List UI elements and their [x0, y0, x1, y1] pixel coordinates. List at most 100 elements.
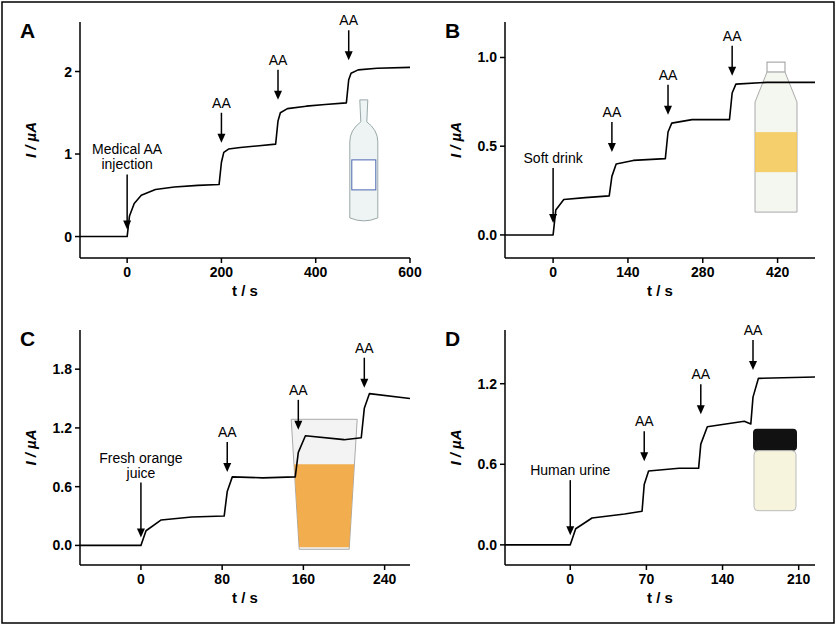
y-tick-label: 0.0: [53, 537, 73, 553]
annotation-arrowhead: [697, 405, 705, 414]
annotation-line: AA: [212, 95, 231, 111]
panel: 0801602400.00.61.21.8t / sI / µACFresh o…: [20, 327, 410, 606]
current-trace: [505, 82, 815, 235]
x-tick-label: 140: [616, 264, 640, 280]
annotation-arrow: [277, 70, 279, 93]
panel-letter: C: [20, 327, 35, 350]
y-axis-title: I / µA: [447, 122, 464, 158]
annotation-arrow: [221, 113, 223, 136]
annotation-label: AA: [289, 382, 308, 398]
y-tick: [75, 71, 80, 73]
annotation-arrowhead: [217, 134, 225, 143]
y-tick-label: 0.5: [478, 138, 498, 154]
y-tick-label: 0.6: [478, 456, 498, 472]
x-axis-title: t / s: [232, 282, 258, 299]
inset-vial: [754, 451, 796, 511]
y-tick: [500, 145, 505, 147]
y-tick-label: 1.8: [53, 361, 73, 377]
annotation-label: AA: [744, 322, 763, 338]
inset-ampoule-label: [352, 160, 376, 190]
x-tick: [221, 258, 223, 263]
annotation-label: AA: [635, 413, 654, 429]
figure: 0200400600012t / sI / µAAMedical AAinjec…: [0, 0, 836, 625]
annotation-line: Fresh orange: [99, 450, 182, 466]
annotation-line: AA: [355, 340, 374, 356]
annotation-label: AA: [603, 104, 622, 120]
y-axis-line: [79, 22, 81, 258]
x-tick-label: 280: [691, 264, 715, 280]
annotation-label: AA: [218, 424, 237, 440]
current-trace: [505, 377, 815, 545]
x-axis-title: t / s: [232, 589, 258, 606]
x-tick-label: 140: [711, 571, 735, 587]
y-tick-label: 0.6: [53, 479, 73, 495]
annotation-arrow: [348, 30, 350, 53]
annotation-arrow: [364, 358, 366, 381]
x-tick-label: 420: [766, 264, 790, 280]
annotation-line: AA: [691, 366, 710, 382]
inset-bottle-cap: [767, 62, 785, 72]
x-tick-label: 0: [123, 264, 131, 280]
x-tick-label: 400: [304, 264, 328, 280]
annotation-arrow: [731, 46, 733, 69]
inset-juice: [294, 464, 354, 547]
annotation-arrow: [126, 174, 128, 222]
x-axis-title: t / s: [647, 282, 673, 299]
annotation-arrowhead: [294, 421, 302, 430]
annotation-arrowhead: [664, 106, 672, 115]
annotation-arrowhead: [640, 452, 648, 461]
y-tick: [75, 545, 80, 547]
background: [0, 0, 836, 625]
annotation-arrowhead: [274, 91, 282, 100]
y-axis-title: I / µA: [447, 429, 464, 465]
annotation-arrowhead: [608, 143, 616, 152]
y-axis-title: I / µA: [22, 429, 39, 465]
y-tick-label: 0: [64, 229, 72, 245]
plot-area: [505, 82, 815, 235]
x-tick-label: 210: [787, 571, 811, 587]
y-axis-title: I / µA: [22, 122, 39, 158]
annotation-label: Medical AAinjection: [92, 141, 163, 172]
x-tick: [777, 258, 779, 263]
inset-photo: [755, 62, 797, 212]
x-tick: [798, 565, 800, 570]
annotation-line: Medical AA: [92, 141, 163, 157]
inset-photo: [753, 429, 797, 511]
y-axis-line: [504, 330, 506, 565]
x-tick-label: 70: [639, 571, 655, 587]
annotation-label: AA: [269, 52, 288, 68]
x-axis-title: t / s: [647, 589, 673, 606]
y-tick: [75, 153, 80, 155]
x-tick: [384, 565, 386, 570]
annotation-line: juice: [126, 465, 156, 481]
annotation-label: Human urine: [530, 462, 610, 478]
x-tick: [552, 258, 554, 263]
panel: 0701402100.00.61.2t / sI / µADHuman urin…: [445, 322, 815, 606]
annotation-line: AA: [744, 322, 763, 338]
annotation-arrowhead: [123, 220, 131, 229]
annotation-arrowhead: [137, 529, 145, 538]
y-tick: [500, 464, 505, 466]
annotation-line: AA: [218, 424, 237, 440]
panel: 01402804200.00.51.0t / sI / µABSoft drin…: [445, 19, 815, 299]
x-tick-label: 0: [137, 571, 145, 587]
annotation-label: AA: [339, 12, 358, 28]
annotation-arrowhead: [549, 214, 557, 223]
annotation-label: AA: [355, 340, 374, 356]
annotation-label: AA: [659, 67, 678, 83]
y-tick-label: 2: [64, 64, 72, 80]
plot-area: [505, 377, 815, 545]
inset-bottle: [755, 72, 797, 212]
annotation-arrowhead: [223, 463, 231, 472]
y-tick: [75, 427, 80, 429]
x-axis-line: [505, 564, 815, 566]
x-tick-label: 240: [373, 571, 397, 587]
panel-letter: A: [20, 19, 35, 42]
y-tick: [75, 368, 80, 370]
annotation-line: AA: [289, 382, 308, 398]
x-tick: [722, 565, 724, 570]
annotation-arrow: [643, 431, 645, 454]
y-tick-label: 1.0: [478, 49, 498, 65]
panel-letter: D: [445, 327, 460, 350]
x-tick: [702, 258, 704, 263]
